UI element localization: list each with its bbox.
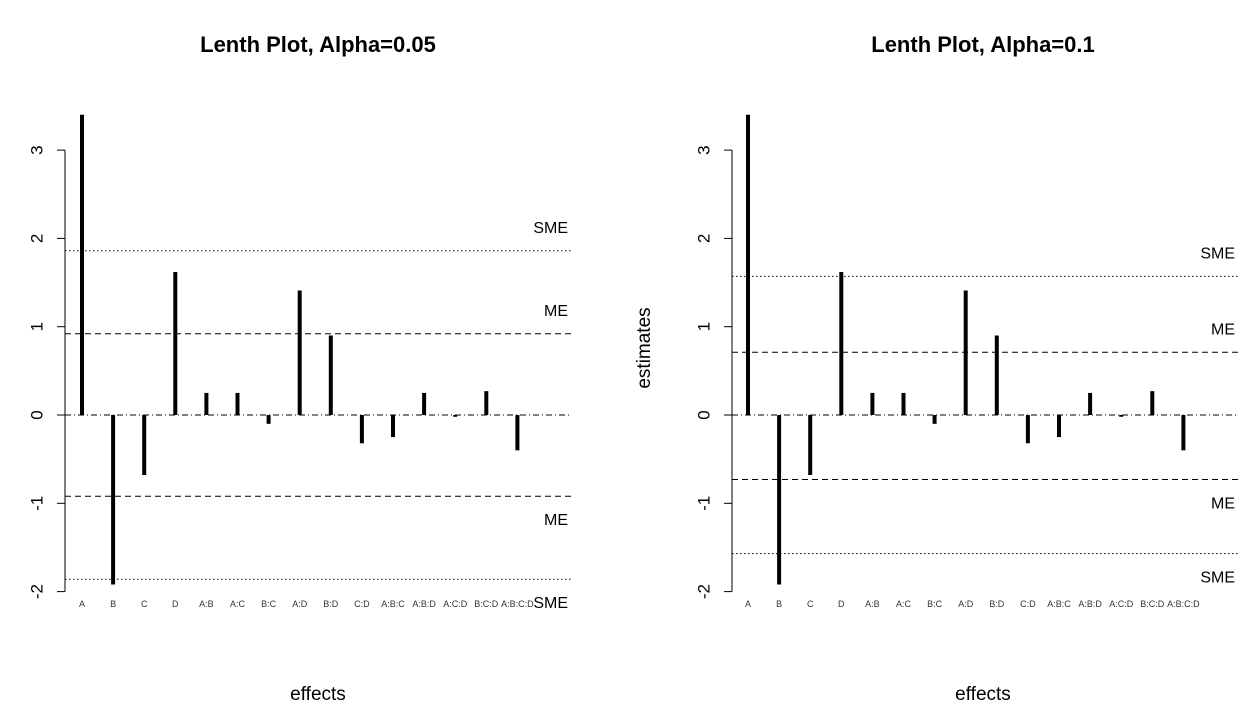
category-label: C:D: [1020, 599, 1036, 609]
x-axis-label: effects: [955, 684, 1011, 705]
reference-label-sme: SME: [533, 595, 568, 612]
category-label: B:D: [323, 599, 339, 609]
reference-label-me: ME: [544, 512, 568, 529]
category-label: A:C:D: [1109, 599, 1134, 609]
category-label: A:C: [896, 599, 912, 609]
chart-title: Lenth Plot, Alpha=0.05: [200, 32, 436, 57]
reference-label-me: ME: [1211, 495, 1235, 512]
y-tick-label: 2: [694, 234, 713, 243]
chart-title: Lenth Plot, Alpha=0.1: [871, 32, 1095, 57]
category-label: A:B:D: [1078, 599, 1102, 609]
y-tick-label: 1: [694, 322, 713, 331]
reference-label-sme: SME: [1200, 570, 1235, 587]
y-tick-label: -1: [27, 496, 46, 511]
y-tick-label: 0: [27, 410, 46, 419]
category-label: A: [79, 599, 85, 609]
category-label: A:B: [865, 599, 880, 609]
category-label: B: [776, 599, 782, 609]
x-axis-label: effects: [290, 684, 346, 705]
y-axis-label: estimates: [634, 307, 655, 388]
category-label: B:C: [261, 599, 277, 609]
y-tick-label: 2: [27, 234, 46, 243]
category-label: A:D: [958, 599, 974, 609]
y-tick-label: -1: [694, 496, 713, 511]
category-label: B: [110, 599, 116, 609]
category-label: A:B:C:D: [501, 599, 534, 609]
category-label: D: [172, 599, 179, 609]
category-label: A:B:C: [1047, 599, 1071, 609]
category-label: A: [745, 599, 751, 609]
category-label: A:B:C:D: [1167, 599, 1200, 609]
category-label: A:B:D: [412, 599, 436, 609]
category-label: A:C: [230, 599, 246, 609]
y-tick-label: 3: [694, 145, 713, 154]
category-label: C: [141, 599, 148, 609]
reference-label-me: ME: [1211, 321, 1235, 338]
category-label: A:B: [199, 599, 214, 609]
y-tick-label: -2: [694, 584, 713, 599]
y-tick-label: 3: [27, 145, 46, 154]
category-label: B:C:D: [474, 599, 499, 609]
category-label: B:C: [927, 599, 943, 609]
reference-label-sme: SME: [1200, 245, 1235, 262]
category-label: D: [838, 599, 845, 609]
category-label: A:C:D: [443, 599, 468, 609]
category-label: B:D: [989, 599, 1005, 609]
reference-label-sme: SME: [533, 220, 568, 237]
y-tick-label: -2: [27, 584, 46, 599]
category-label: C: [807, 599, 814, 609]
category-label: A:D: [292, 599, 308, 609]
reference-label-me: ME: [544, 303, 568, 320]
category-label: B:C:D: [1140, 599, 1165, 609]
y-tick-label: 1: [27, 322, 46, 331]
category-label: C:D: [354, 599, 370, 609]
y-tick-label: 0: [694, 410, 713, 419]
category-label: A:B:C: [381, 599, 405, 609]
